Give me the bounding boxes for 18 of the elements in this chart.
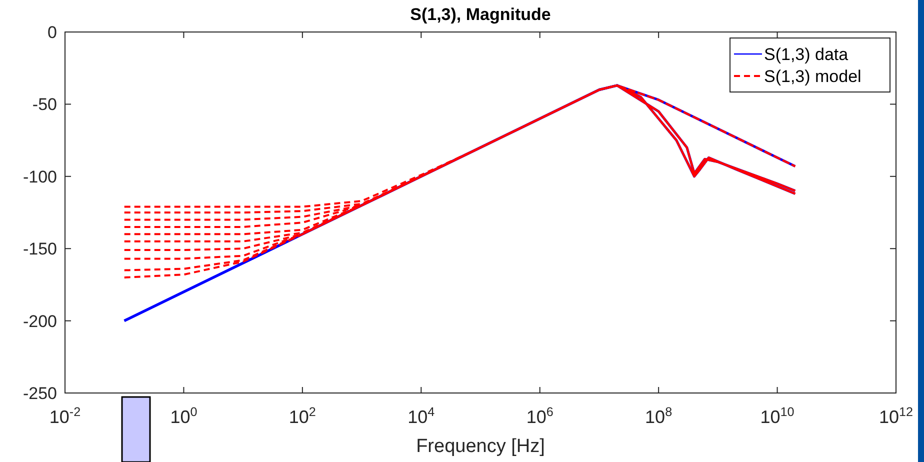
legend-label: S(1,3) model: [764, 67, 862, 86]
y-tick-label: -50: [32, 95, 57, 114]
x-tick-label: 10$^{8}$: [645, 405, 672, 427]
y-tick-label: -200: [22, 312, 57, 331]
y-tick-label: -250: [22, 384, 57, 403]
chart-title: S(1,3), Magnitude: [410, 5, 551, 24]
x-tick-label: 10$^{12}$: [878, 405, 914, 427]
x-tick-label: 10$^{6}$: [526, 405, 554, 427]
x-tick-label: 10$^{0}$: [170, 405, 198, 427]
y-tick-label: -100: [22, 167, 57, 186]
x-tick-label: 10$^{10}$: [760, 405, 794, 427]
x-tick-label: 10$^{2}$: [288, 405, 316, 427]
x-tick-label: 10$^{-2}$: [49, 405, 81, 427]
y-tick-label: 0: [48, 23, 57, 42]
y-tick-label: -150: [22, 240, 57, 259]
x-axis-title: Frequency [Hz]: [416, 436, 545, 457]
x-tick-label: 10$^{4}$: [408, 405, 435, 427]
legend-label: S(1,3) data: [764, 45, 849, 64]
